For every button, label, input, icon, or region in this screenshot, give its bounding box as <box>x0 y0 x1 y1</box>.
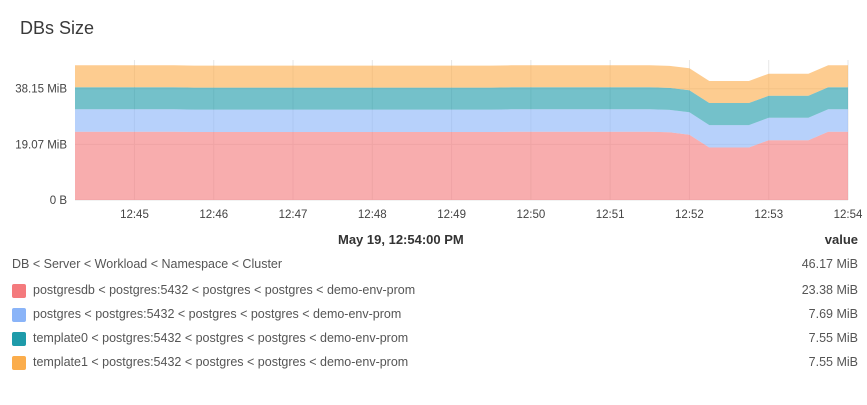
x-tick-label: 12:47 <box>279 209 308 221</box>
x-tick-label: 12:51 <box>596 209 625 221</box>
legend-item-value: 7.55 MiB <box>808 355 858 369</box>
legend-item-template1[interactable]: template1 < postgres:5432 < postgres < p… <box>12 353 858 373</box>
legend-time-header: May 19, 12:54:00 PM <box>338 232 464 247</box>
legend-group-row: DB < Server < Workload < Namespace < Clu… <box>12 255 858 275</box>
legend-item-template0[interactable]: template0 < postgres:5432 < postgres < p… <box>12 329 858 349</box>
legend-item-label: postgres < postgres:5432 < postgres < po… <box>33 307 402 321</box>
x-tick-label: 12:49 <box>437 209 466 221</box>
y-tick-label: 0 B <box>50 195 68 207</box>
x-tick-label: 12:50 <box>516 209 545 221</box>
x-tick-label: 12:52 <box>675 209 704 221</box>
legend-item-postgresdb[interactable]: postgresdb < postgres:5432 < postgres < … <box>12 281 858 301</box>
legend-item-postgres[interactable]: postgres < postgres:5432 < postgres < po… <box>12 305 858 325</box>
area-series-3[interactable] <box>75 65 848 103</box>
x-tick-label: 12:46 <box>199 209 228 221</box>
x-tick-label: 12:48 <box>358 209 387 221</box>
legend-swatch <box>12 332 26 346</box>
legend-item-value: 23.38 MiB <box>801 283 858 297</box>
y-axis-ticks: 0 B 19.07 MiB 38.15 MiB <box>15 84 67 207</box>
legend-item-label: template0 < postgres:5432 < postgres < p… <box>33 331 409 345</box>
legend-value-header: value <box>824 232 858 247</box>
legend-group-label: DB < Server < Workload < Namespace < Clu… <box>12 257 283 271</box>
legend-group-value: 46.17 MiB <box>801 257 858 271</box>
legend-item-label: template1 < postgres:5432 < postgres < p… <box>33 355 409 369</box>
area-series-1[interactable] <box>75 109 848 148</box>
legend-item-label: postgresdb < postgres:5432 < postgres < … <box>33 283 416 297</box>
y-tick-label: 19.07 MiB <box>15 139 67 151</box>
area-series-group <box>75 65 848 200</box>
x-tick-label: 12:45 <box>120 209 149 221</box>
area-series-0[interactable] <box>75 131 848 200</box>
legend-swatch <box>12 308 26 322</box>
legend-header: May 19, 12:54:00 PM value <box>0 232 858 250</box>
x-axis-ticks: 12:45 12:46 12:47 12:48 12:49 12:50 12:51 12:52… <box>120 209 863 221</box>
y-tick-label: 38.15 MiB <box>15 84 67 96</box>
area-series-2[interactable] <box>75 87 848 126</box>
legend-swatch <box>12 284 26 298</box>
panel-title: DBs Size <box>20 18 95 38</box>
legend-item-value: 7.55 MiB <box>808 331 858 345</box>
x-tick-label: 12:53 <box>754 209 783 221</box>
x-tick-label: 12:54 <box>834 209 863 221</box>
legend-swatch <box>12 356 26 370</box>
legend-item-value: 7.69 MiB <box>808 307 858 321</box>
